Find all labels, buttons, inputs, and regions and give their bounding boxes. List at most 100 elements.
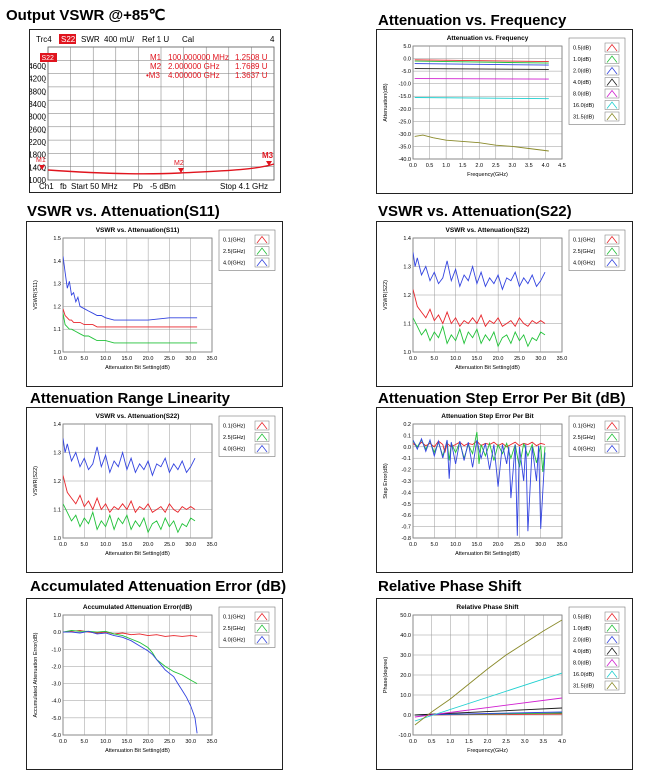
vna-format: SWR <box>81 35 100 44</box>
legend-swatch-box <box>604 432 620 442</box>
chart-svg: Attenuation vs. Frequency 0.0 0.5 1.0 1.5 2.0… <box>383 35 626 178</box>
x-tick-label: 25.0 <box>164 356 175 362</box>
legend-swatch-icon <box>606 681 618 690</box>
legend-swatch-icon <box>606 612 618 621</box>
legend-swatch-box <box>254 234 270 245</box>
vna-footer-fb: fb <box>60 182 67 191</box>
legend-swatch-box <box>254 611 270 622</box>
chart-panel-step-error: Attenuation Step Error Per Bit 0.0 5.0 10.0… <box>376 407 633 573</box>
vna-flag-m2-icon <box>178 168 184 173</box>
vna-flag-m1: M1 <box>36 157 46 164</box>
x-tick-label: 35.0 <box>557 356 568 362</box>
x-tick-label: 4.5 <box>558 163 566 169</box>
x-tick-label: 0.5 <box>426 163 434 169</box>
y-tick-label: -15.0 <box>398 94 411 100</box>
series-line-red <box>413 289 546 328</box>
y-axis-label: VSWR(S11) <box>33 280 39 310</box>
vna-y-tick-label: 4200 <box>30 75 47 84</box>
y-tick-label: -1.0 <box>52 647 61 653</box>
legend-label: 8.0(dB) <box>573 92 591 98</box>
x-tick-label: 30.0 <box>185 542 196 548</box>
legend-label: 2.5(GHz) <box>223 249 245 255</box>
vna-marker-freq: 2.000000 GHz <box>168 62 220 71</box>
x-tick-label: 2.0 <box>475 163 483 169</box>
x-axis-label: Frequency(GHz) <box>467 748 508 754</box>
series-line-blue <box>63 630 198 734</box>
vna-grid <box>47 46 275 181</box>
vna-y-minor-tick: - <box>44 79 47 86</box>
y-tick-label: 1.1 <box>403 322 411 328</box>
vna-param: S22 <box>61 35 76 44</box>
vna-y-tick-label: 4600 <box>30 62 47 71</box>
legend-label: 0.1(GHz) <box>573 238 595 244</box>
x-tick-label: 30.0 <box>185 739 196 745</box>
y-tick-label: -5.0 <box>52 716 61 722</box>
legend-label: 0.1(GHz) <box>223 238 245 244</box>
legend-swatch-icon <box>606 635 618 644</box>
y-tick-label: -3.0 <box>52 682 61 688</box>
title-phase-shift: Relative Phase Shift <box>378 578 522 595</box>
vna-svg: Trc4 S22 SWR 400 mU/ Ref 1 U Cal 4 S22 4… <box>30 34 275 191</box>
legend-label: 1.0(dB) <box>573 626 591 632</box>
y-tick-label: -25.0 <box>398 119 411 125</box>
x-tick-label: 4.0 <box>542 163 550 169</box>
y-tick-label: 1.4 <box>403 236 411 242</box>
chart-title: Relative Phase Shift <box>456 604 519 611</box>
series-line-olive <box>414 134 549 152</box>
vna-num: 4 <box>270 35 275 44</box>
legend-swatch-box <box>604 65 620 76</box>
legend-swatch-box <box>604 246 620 256</box>
x-tick-label: 2.5 <box>502 739 510 745</box>
y-tick-label: 0.0 <box>403 713 411 719</box>
y-tick-label: -30.0 <box>398 132 411 138</box>
legend-swatch-icon <box>606 101 618 109</box>
legend-label: 16.0(dB) <box>573 103 594 109</box>
x-tick-label: 25.0 <box>514 542 525 548</box>
y-tick-label: 30.0 <box>400 653 411 659</box>
y-tick-label: -35.0 <box>398 144 411 150</box>
legend-label: 1.0(dB) <box>573 57 591 63</box>
x-tick-label: 0.0 <box>59 739 67 745</box>
vna-ref: Ref 1 U <box>142 35 169 44</box>
legend-label: 8.0(dB) <box>573 661 591 667</box>
x-tick-label: 2.0 <box>484 739 492 745</box>
series-line-green <box>414 60 549 64</box>
series-line-blue <box>413 252 546 291</box>
x-tick-label: 1.5 <box>465 739 473 745</box>
y-axis-label: Accumulated Attenuation Error(dB) <box>33 632 39 717</box>
y-axis-label: VSWR(S22) <box>33 466 39 496</box>
legend-swatch-icon <box>606 444 618 453</box>
y-tick-label: 1.0 <box>53 613 61 619</box>
x-tick-label: 10.0 <box>100 356 111 362</box>
chart-panel-phase-shift: Relative Phase Shift 0.0 0.5 1.0 1.5 2.0 2.5 3.… <box>376 598 633 770</box>
y-tick-label: 0.0 <box>403 445 411 451</box>
legend-swatch-icon <box>256 635 268 644</box>
series-line-blue <box>414 711 562 716</box>
series-line-cyan <box>414 97 549 100</box>
y-tick-label: -10.0 <box>398 82 411 88</box>
y-tick-label: 0.2 <box>403 422 411 428</box>
legend-swatch-box <box>604 234 620 245</box>
series-line-blue <box>63 256 198 321</box>
x-tick-label: 10.0 <box>450 356 461 362</box>
legend-label: 2.5(GHz) <box>573 435 595 441</box>
vna-footer-power: -5 dBm <box>150 182 176 191</box>
y-tick-label: 1.3 <box>403 265 411 271</box>
legend-swatch-icon <box>606 43 618 52</box>
chart-title: Attenuation vs. Frequency <box>447 35 529 42</box>
vna-marker-freq: 100.000000 MHz <box>168 53 229 62</box>
x-tick-label: 0.0 <box>409 542 417 548</box>
legend-swatch-box <box>604 680 620 691</box>
series-line-green <box>63 313 198 344</box>
x-axis-label: Attenuation Bit Setting(dB) <box>455 551 520 557</box>
y-tick-label: 0.0 <box>53 630 61 636</box>
vna-footer-stop: Stop 4.1 GHz <box>220 182 268 191</box>
legend-swatch-box <box>604 420 620 431</box>
legend-swatch-box <box>254 246 270 256</box>
vna-y-minor-tick: - <box>44 130 47 137</box>
legend-label: 2.5(GHz) <box>573 249 595 255</box>
x-tick-label: 30.0 <box>535 356 546 362</box>
vna-flag-m3-icon <box>266 161 272 166</box>
legend-label: 4.0(GHz) <box>223 261 245 267</box>
vna-y-minor-tick: - <box>44 168 47 175</box>
